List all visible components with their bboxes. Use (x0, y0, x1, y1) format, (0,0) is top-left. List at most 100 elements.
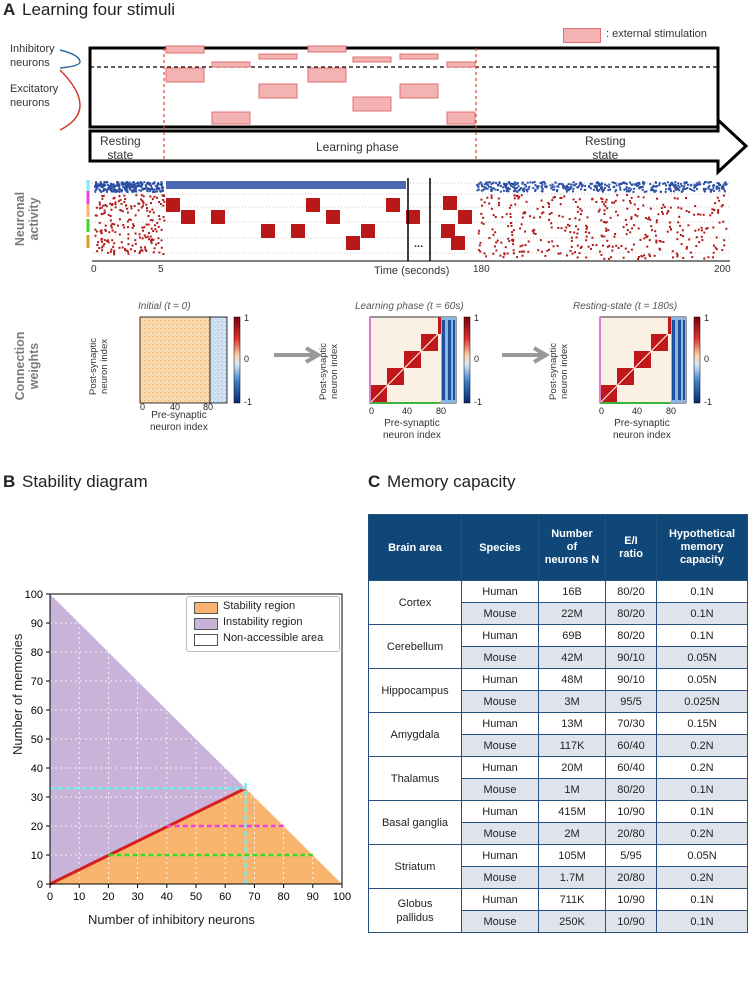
legend-stability-label: Stability region (223, 600, 296, 612)
raster-ellipsis: ... (414, 238, 424, 250)
species-cell: Human (461, 756, 539, 779)
table-row: Thalamus Human 20M 60/40 0.2N (368, 756, 748, 801)
x-tick-label: 100 (333, 891, 351, 903)
x-tick-label: 30 (131, 891, 143, 903)
x-tick-label: 40 (161, 891, 173, 903)
ei-ratio-cell: 20/80 (605, 822, 657, 845)
species-cell: Mouse (461, 910, 539, 933)
time-tick-5: 5 (158, 264, 164, 275)
matrix2-xtick-0: 0 (369, 406, 375, 416)
cbar2-mid: 0 (474, 354, 480, 364)
capacity-cell: 0.1N (656, 602, 748, 625)
y-tick-label: 30 (31, 792, 43, 804)
ei-ratio-cell: 10/90 (605, 888, 657, 911)
brain-area-cell: Thalamus (368, 756, 462, 801)
capacity-cell: 0.1N (656, 624, 748, 647)
brain-area-cell: Hippocampus (368, 668, 462, 713)
phase-learning: Learning phase (316, 140, 399, 154)
ei-ratio-cell: 80/20 (605, 778, 657, 801)
y-tick-label: 50 (31, 734, 43, 746)
neurons-cell: 1M (538, 778, 606, 801)
capacity-cell: 0.1N (656, 910, 748, 933)
table-row: Hippocampus Human 48M 90/10 0.05N (368, 668, 748, 713)
matrix-arrow-1 (274, 346, 322, 364)
y-tick-label: 10 (31, 850, 43, 862)
matrix2-xtick-80: 80 (436, 406, 447, 416)
memory-capacity-table-wrap: Brain area Species Number of neurons N E… (368, 514, 748, 933)
species-cell: Mouse (461, 822, 539, 845)
inhibitory-label: Inhibitory neurons (10, 43, 55, 69)
matrix-initial-title: Initial (t = 0) (138, 301, 191, 312)
capacity-cell: 0.15N (656, 712, 748, 735)
table-row: Mouse 3M 95/5 0.025N (369, 690, 748, 713)
cbar2-top: 1 (474, 313, 480, 323)
neurons-cell: 13M (538, 712, 606, 735)
legend-nonaccess-swatch (194, 634, 218, 646)
species-cell: Mouse (461, 602, 539, 625)
capacity-cell: 0.1N (656, 888, 748, 911)
ei-ratio-cell: 95/5 (605, 690, 657, 713)
x-tick-label: 80 (277, 891, 289, 903)
header-ei-ratio: E/I ratio (605, 514, 657, 581)
table-row: Mouse 2M 20/80 0.2N (369, 822, 748, 845)
x-tick-label: 90 (307, 891, 319, 903)
matrix-arrow-2 (502, 346, 550, 364)
matrix-resting-title: Resting-state (t = 180s) (573, 301, 678, 312)
matrix3-xtick-0: 0 (599, 406, 605, 416)
legend-instability-label: Instability region (223, 616, 303, 628)
header-species: Species (461, 514, 539, 581)
cbar1-mid: 0 (244, 354, 250, 364)
stimulation-schematic (59, 45, 749, 176)
cbar1-bot: -1 (244, 397, 253, 407)
neurons-cell: 117K (538, 734, 606, 757)
table-row: Globus pallidus Human 711K 10/90 0.1N (368, 888, 748, 933)
capacity-cell: 0.05N (656, 668, 748, 691)
stability-line (49, 786, 247, 886)
panel-b-letter: B (3, 472, 16, 491)
matrix1-xlabel: Pre-synaptic neuron index (150, 410, 208, 433)
x-tick-label: 20 (102, 891, 114, 903)
species-cell: Human (461, 624, 539, 647)
ei-ratio-cell: 20/80 (605, 866, 657, 889)
matrix3-ylabel: Post-synaptic neuron index (548, 342, 570, 400)
x-tick-label: 10 (73, 891, 85, 903)
matrix2-xlabel: Pre-synaptic neuron index (383, 418, 441, 441)
capacity-cell: 0.025N (656, 690, 748, 713)
neurons-cell: 415M (538, 800, 606, 823)
stability-ylabel: Number of memories (10, 633, 25, 755)
matrix1-ylabel: Post-synaptic neuron index (88, 337, 110, 395)
species-cell: Mouse (461, 646, 539, 669)
neuron-box (88, 46, 720, 129)
panel-a-title: Learning four stimuli (22, 0, 176, 19)
ei-ratio-cell: 80/20 (605, 580, 657, 603)
legend-instability-swatch (194, 618, 218, 630)
ei-ratio-cell: 10/90 (605, 800, 657, 823)
capacity-cell: 0.05N (656, 844, 748, 867)
connection-weights-label: Connection weights (13, 331, 41, 401)
table-row: Mouse 22M 80/20 0.1N (369, 602, 748, 625)
cbar2-bot: -1 (474, 397, 483, 407)
table-row: Striatum Human 105M 5/95 0.05N (368, 844, 748, 889)
phase-resting-2: Resting state (585, 134, 626, 162)
neurons-cell: 22M (538, 602, 606, 625)
header-capacity: Hypothetical memory capacity (656, 514, 748, 581)
stability-chart: 0 10 20 30 40 50 60 70 80 90 100 0 10 20 30 40 50 60 70 80 9… (25, 589, 352, 903)
cbar3-mid: 0 (704, 354, 710, 364)
capacity-cell: 0.2N (656, 734, 748, 757)
matrix-learning-title: Learning phase (t = 60s) (355, 301, 464, 312)
brain-area-cell: Globus pallidus (368, 888, 462, 933)
neurons-cell: 16B (538, 580, 606, 603)
brain-area-cell: Amygdala (368, 712, 462, 757)
ei-ratio-cell: 90/10 (605, 668, 657, 691)
neurons-cell: 20M (538, 756, 606, 779)
x-tick-label: 60 (219, 891, 231, 903)
y-tick-label: 0 (37, 879, 43, 891)
neurons-cell: 711K (538, 888, 606, 911)
y-tick-label: 100 (25, 589, 43, 601)
neurons-cell: 2M (538, 822, 606, 845)
species-cell: Mouse (461, 866, 539, 889)
stimulation-legend-swatch (563, 28, 601, 43)
ei-ratio-cell: 60/40 (605, 756, 657, 779)
stimulation-blocks (165, 45, 476, 125)
species-cell: Human (461, 888, 539, 911)
